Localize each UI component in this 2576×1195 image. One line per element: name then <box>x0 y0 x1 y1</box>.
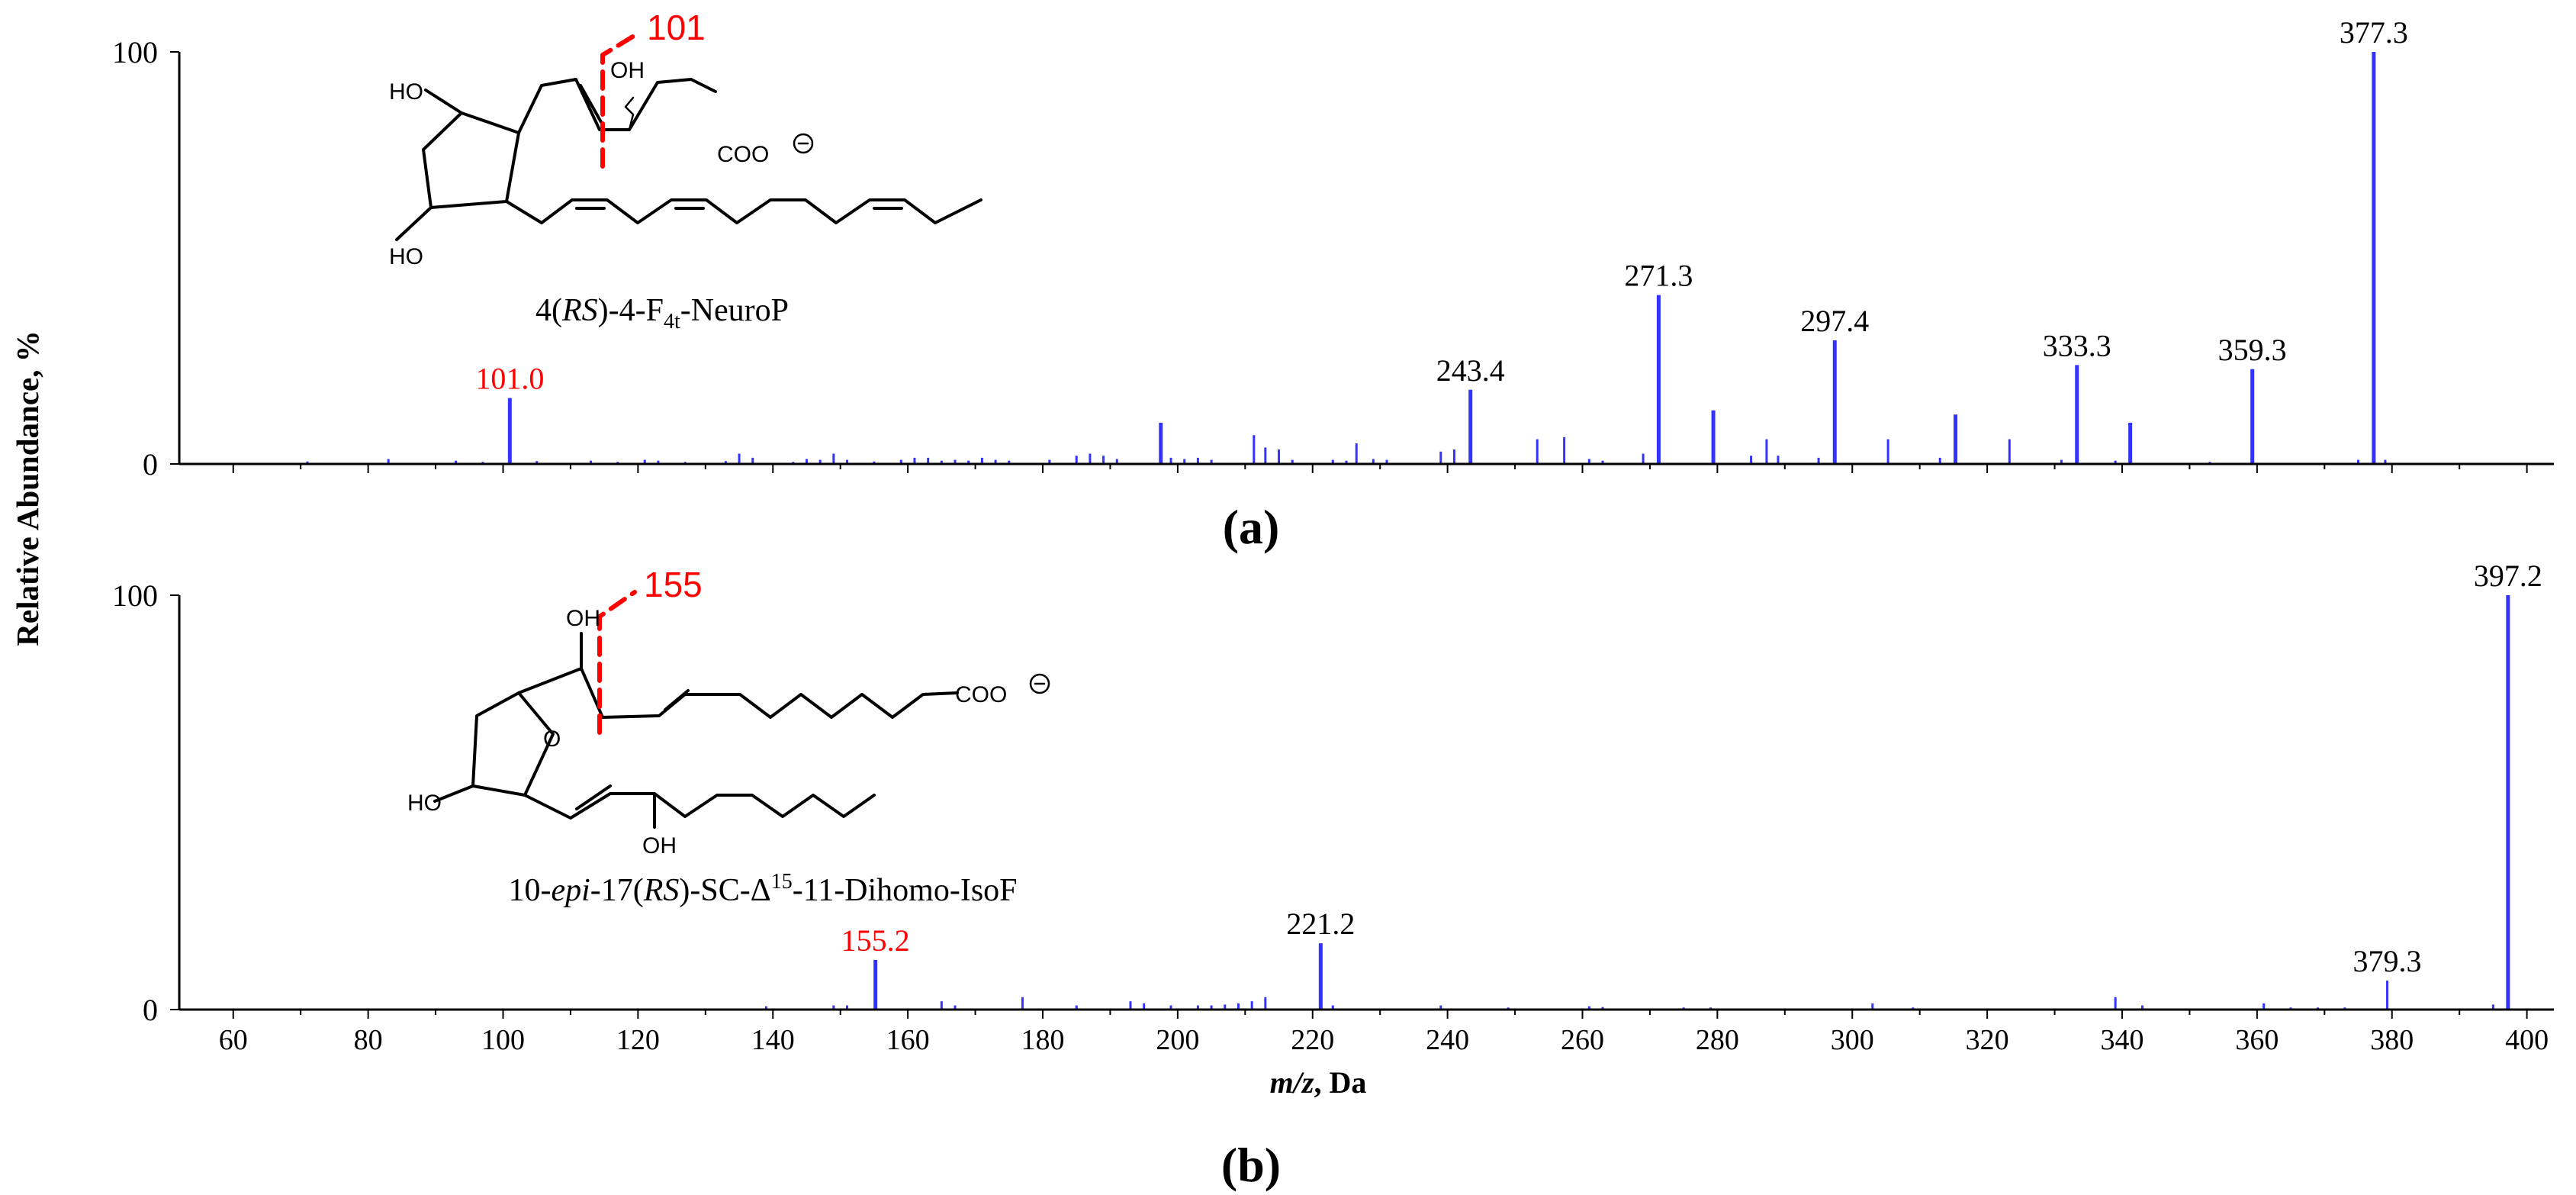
peak-label: 243.4 <box>1436 353 1505 388</box>
ring-b <box>471 691 555 797</box>
peak-label: 359.3 <box>2218 333 2287 367</box>
x-tick-label: 60 <box>219 1024 248 1056</box>
negative-charge-icon <box>793 133 814 154</box>
panel-label-a: (a) <box>1223 500 1280 554</box>
peak-label: 377.3 <box>2340 15 2408 50</box>
peak-label: 379.3 <box>2353 944 2422 978</box>
x-tick-label: 380 <box>2370 1024 2414 1056</box>
x-tick-label: 140 <box>751 1024 795 1056</box>
peak-label: 271.3 <box>1624 259 1693 293</box>
x-tick-label: 300 <box>1831 1024 1874 1056</box>
fragment-cleavage-a <box>600 31 640 169</box>
compound-name-b: 10-epi-17(RS)-SC-Δ15-11-Dihomo-IsoF <box>508 870 1017 908</box>
peak-labels-a: 101.0 243.4 271.3 297.4 333.3 359.3 377.3 <box>475 15 2408 396</box>
atom-label: HO <box>389 79 423 105</box>
atom-label: HO <box>389 244 423 269</box>
x-tick-label: 220 <box>1291 1024 1334 1056</box>
y-tick-label: 0 <box>143 447 158 482</box>
x-tick-label: 260 <box>1561 1024 1604 1056</box>
peak-label: 221.2 <box>1286 907 1355 941</box>
atom-label: COO <box>717 142 769 167</box>
x-tick-label: 340 <box>2101 1024 2144 1056</box>
peak-label: 101.0 <box>475 362 544 396</box>
structure-a: HO HO OH COO 101 <box>389 8 982 269</box>
y-tick-label: 100 <box>112 578 158 613</box>
x-tick-label: 400 <box>2505 1024 2549 1056</box>
x-tick-label: 360 <box>2235 1024 2279 1056</box>
y-tick-label: 0 <box>143 993 158 1027</box>
ring-a <box>422 111 520 209</box>
fragment-label-a: 101 <box>647 8 706 47</box>
spectrum-panel-a: 101.0 243.4 271.3 297.4 333.3 359.3 377.3 0 100 <box>112 15 2554 482</box>
y-tick-label: 100 <box>112 35 158 69</box>
atom-label: O <box>543 726 561 752</box>
peak-label: 397.2 <box>2474 559 2542 593</box>
x-ticks-b: 60 80 100 120 140 160 180 200 220 240 260 280 300 320… <box>219 1010 2549 1056</box>
atom-label: OH <box>566 606 600 631</box>
x-ticks-a <box>232 464 2528 473</box>
peaks-group-a <box>306 52 2387 464</box>
structure-b: OH O HO OH COO 155 <box>407 565 1050 858</box>
compound-name-a: 4(RS)-4-F4t-NeuroP <box>535 293 789 333</box>
x-tick-label: 120 <box>616 1024 660 1056</box>
atom-label: OH <box>610 58 645 83</box>
x-tick-label: 200 <box>1156 1024 1199 1056</box>
fragment-cleavage-b <box>597 590 637 735</box>
x-tick-label: 320 <box>1966 1024 2009 1056</box>
peak-label: 297.4 <box>1800 304 1869 338</box>
atom-label: COO <box>955 682 1007 707</box>
x-tick-label: 240 <box>1426 1024 1469 1056</box>
x-tick-label: 280 <box>1696 1024 1739 1056</box>
x-tick-label: 180 <box>1021 1024 1065 1056</box>
peak-label: 333.3 <box>2043 328 2111 362</box>
x-axis-title: m/z, Da <box>1270 1065 1367 1100</box>
x-tick-label: 80 <box>354 1024 383 1056</box>
y-ticks-b: 0 100 <box>112 578 179 1027</box>
x-tick-label: 160 <box>886 1024 930 1056</box>
y-axis-title: Relative Abundance, % <box>10 330 45 646</box>
atom-label: HO <box>407 791 442 816</box>
peak-labels-b: 155.2 221.2 379.3 397.2 <box>841 559 2542 978</box>
negative-charge-icon <box>1029 673 1050 694</box>
y-ticks-a: 0 100 <box>112 35 179 482</box>
spectrum-panel-b: 155.2 221.2 379.3 397.2 60 80 100 120 140 160 180… <box>112 559 2554 1056</box>
fragment-label-b: 155 <box>644 565 703 604</box>
x-tick-label: 100 <box>481 1024 525 1056</box>
peak-label: 155.2 <box>841 923 910 958</box>
peaks-group-b <box>764 595 2510 1010</box>
panel-label-b: (b) <box>1221 1138 1281 1192</box>
atom-label: OH <box>642 833 677 858</box>
